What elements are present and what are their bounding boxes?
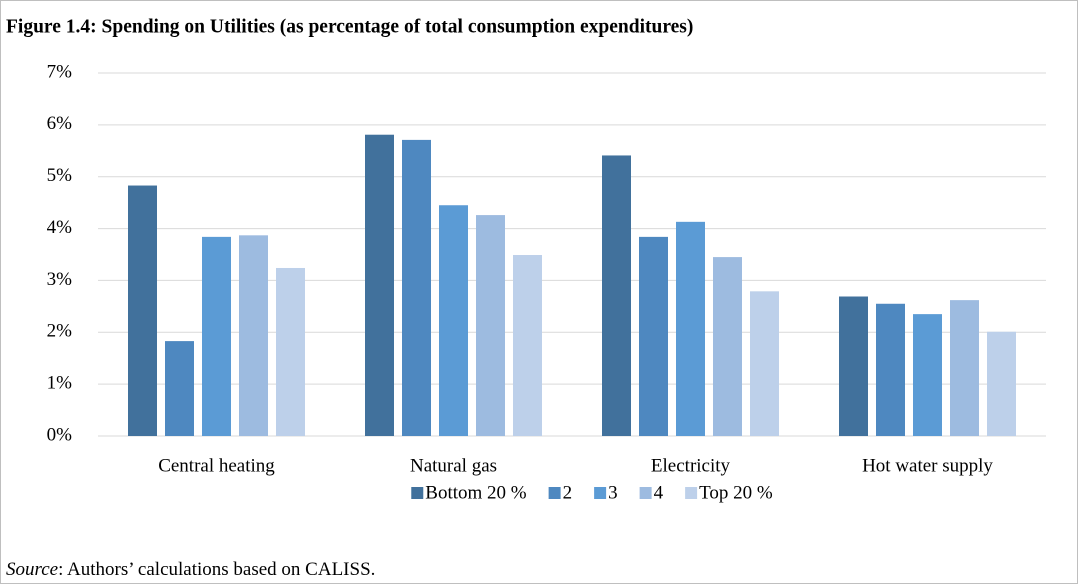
legend-label: 2 [563, 482, 573, 503]
source-label: Source [6, 559, 58, 580]
y-tick-label: 2% [47, 321, 73, 342]
legend-label: Bottom 20 % [425, 482, 527, 503]
bar [476, 215, 505, 436]
bar [165, 341, 194, 436]
x-tick-label: Electricity [651, 455, 731, 476]
legend-swatch [594, 487, 607, 499]
legend-label: 4 [654, 482, 664, 503]
chart-title: Figure 1.4: Spending on Utilities (as pe… [6, 16, 693, 37]
bar [950, 300, 979, 436]
legend-swatch [639, 487, 652, 499]
legend-swatch [411, 487, 424, 499]
source-text: : Authors’ calculations based on CALISS. [58, 559, 375, 580]
legend-swatch [685, 487, 698, 499]
legend-label: 3 [608, 482, 618, 503]
bar [276, 267, 305, 436]
bar [987, 331, 1016, 436]
source: Source: Authors’ calculations based on C… [6, 559, 375, 580]
bar [876, 303, 905, 436]
bar [839, 296, 868, 436]
legend-label: Top 20 % [699, 482, 773, 503]
bar [402, 139, 431, 436]
y-tick-label: 1% [47, 373, 73, 394]
bar [202, 236, 231, 436]
bar [365, 134, 394, 436]
bar [750, 291, 779, 436]
y-tick-label: 6% [47, 113, 73, 134]
bar [639, 236, 668, 436]
x-tick-label: Central heating [158, 455, 275, 476]
bar [676, 221, 705, 436]
x-tick-label: Hot water supply [862, 455, 993, 476]
y-tick-label: 0% [47, 424, 73, 445]
bar [128, 185, 157, 436]
y-tick-label: 4% [47, 217, 73, 238]
y-tick-label: 3% [47, 269, 73, 290]
y-tick-label: 5% [47, 165, 73, 186]
bar [439, 205, 468, 436]
bar [513, 255, 542, 436]
legend-swatch [548, 487, 561, 499]
x-tick-label: Natural gas [410, 455, 497, 476]
y-tick-label: 7% [47, 61, 73, 82]
bar [239, 235, 268, 436]
bar [913, 314, 942, 436]
bar [713, 257, 742, 436]
bar [602, 155, 631, 436]
